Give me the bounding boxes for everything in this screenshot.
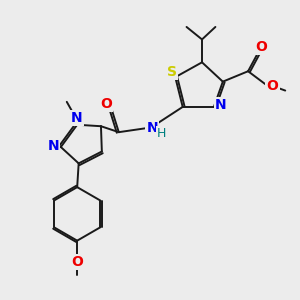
Text: O: O <box>100 97 112 111</box>
Text: N: N <box>71 111 82 125</box>
Text: N: N <box>48 139 59 152</box>
Text: S: S <box>167 65 177 79</box>
Text: O: O <box>255 40 267 54</box>
Text: H: H <box>157 127 167 140</box>
Text: N: N <box>214 98 226 112</box>
Text: O: O <box>71 255 83 269</box>
Text: N: N <box>147 121 158 135</box>
Text: O: O <box>266 79 278 92</box>
